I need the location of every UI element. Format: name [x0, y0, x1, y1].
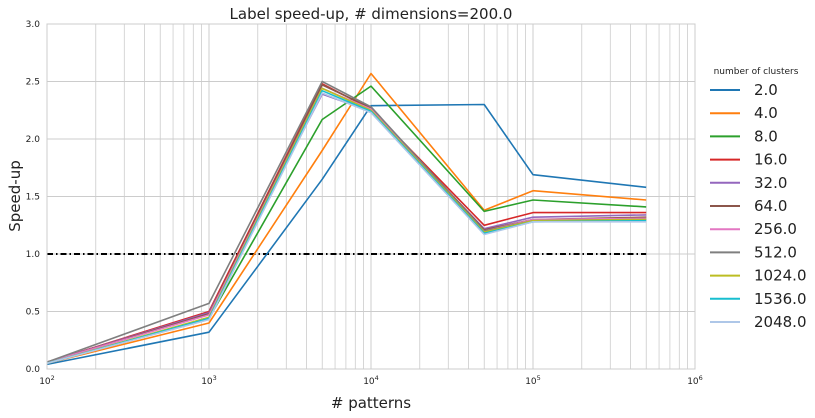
legend-label: 256.0: [754, 220, 797, 238]
y-tick-labels: 0.0 0.5 1.0 1.5 2.0 2.5 3.0: [26, 20, 41, 375]
legend-label: 1536.0: [754, 290, 807, 308]
series-line-4-0: [46, 72, 647, 365]
x-tick-label: 104: [363, 374, 379, 387]
plot-frame: [46, 23, 696, 370]
legend-label: 32.0: [754, 174, 787, 192]
y-tick-label: 3.0: [26, 20, 41, 30]
legend-item: 8.0: [710, 127, 778, 145]
legend-item: 64.0: [710, 197, 787, 215]
legend-item: 4.0: [710, 104, 778, 122]
legend-label: 64.0: [754, 197, 787, 215]
y-tick-label: 2.5: [26, 78, 40, 88]
legend: number of clusters 2.0 4.0 8.0 16.0 32.0 64.0…: [710, 67, 807, 331]
chart-title: Label speed-up, # dimensions=200.0: [230, 5, 513, 23]
legend-item: 1024.0: [710, 267, 807, 285]
legend-item: 2048.0: [710, 313, 807, 331]
x-tick-label: 106: [687, 374, 703, 387]
y-tick-label: 1.5: [26, 193, 40, 203]
y-tick-label: 2.0: [26, 135, 41, 145]
legend-item: 256.0: [710, 220, 797, 238]
grid: [47, 24, 695, 369]
y-tick-label: 1.0: [26, 250, 41, 260]
series-line-2-0: [46, 103, 647, 366]
series-layer: [46, 72, 647, 366]
x-tick-labels: 102 103 104 105 106: [39, 374, 703, 387]
legend-item: 1536.0: [710, 290, 807, 308]
series-line-256-0: [46, 87, 647, 363]
legend-label: 4.0: [754, 104, 778, 122]
legend-label: 2.0: [754, 81, 778, 99]
series-line-2048-0: [46, 92, 647, 365]
y-tick-label: 0.5: [26, 308, 40, 318]
legend-label: 1024.0: [754, 267, 807, 285]
y-axis-title: Speed-up: [6, 160, 24, 231]
legend-item: 2.0: [710, 81, 778, 99]
legend-label: 8.0: [754, 127, 778, 145]
legend-item: 32.0: [710, 174, 787, 192]
x-tick-label: 102: [39, 374, 55, 387]
x-tick-label: 105: [525, 374, 541, 387]
legend-item: 512.0: [710, 243, 797, 261]
legend-label: 512.0: [754, 243, 797, 261]
y-tick-label: 0.0: [26, 365, 41, 375]
x-axis-title: # patterns: [331, 394, 411, 412]
legend-label: 2048.0: [754, 313, 807, 331]
legend-label: 16.0: [754, 151, 787, 169]
legend-entries: 2.0 4.0 8.0 16.0 32.0 64.0 256.0 512.0 1024.0 153…: [710, 81, 807, 331]
legend-item: 16.0: [710, 151, 787, 169]
x-tick-label: 103: [201, 374, 217, 387]
legend-title: number of clusters: [714, 67, 799, 77]
